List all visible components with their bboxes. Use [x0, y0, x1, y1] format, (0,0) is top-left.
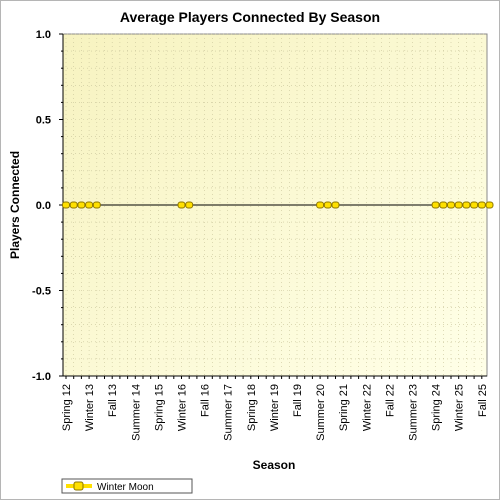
x-tick-label: Spring 21: [338, 384, 350, 431]
data-point: [439, 201, 448, 209]
data-point: [92, 201, 101, 209]
data-point: [462, 201, 471, 209]
x-tick-label: Spring 24: [431, 384, 443, 431]
data-point: [447, 201, 455, 209]
y-tick-label: -1.0: [32, 371, 51, 383]
data-point: [431, 201, 440, 209]
x-tick-label: Winter 22: [361, 384, 373, 431]
data-point: [77, 201, 86, 209]
x-tick-label: Summer 20: [315, 384, 327, 441]
x-tick-label: Fall 22: [384, 384, 396, 417]
x-tick-label: Winter 16: [177, 384, 189, 431]
x-axis-title: Season: [253, 458, 296, 472]
x-tick-label: Winter 13: [84, 384, 96, 431]
series-layer: [62, 201, 494, 209]
x-tick-label: Fall 25: [477, 384, 489, 417]
data-point: [69, 201, 78, 209]
x-tick-labels: Spring 12 Winter 13 Fall 13 Summer 14 Spring…: [61, 384, 489, 441]
x-tick-label: Fall 16: [200, 384, 212, 417]
x-tick-label: Spring 15: [153, 384, 165, 431]
data-point: [177, 201, 186, 209]
x-tick-label: Fall 13: [107, 384, 119, 417]
data-point: [316, 201, 325, 209]
x-tick-label: Summer 17: [223, 384, 235, 441]
y-tick-label: 1.0: [36, 29, 51, 41]
data-point: [62, 201, 70, 209]
x-tick-label: Summer 23: [408, 384, 420, 441]
legend-label-winter-moon: Winter Moon: [97, 482, 154, 493]
x-tick-label: Spring 18: [246, 384, 258, 431]
data-point: [85, 201, 94, 209]
y-tick-labels: 1.0 0.5 0.0 -0.5 -1.0: [32, 29, 51, 383]
data-point: [454, 201, 463, 209]
x-tick-label: Winter 19: [269, 384, 281, 431]
data-point: [485, 201, 494, 209]
legend-marker: [73, 481, 84, 491]
x-tick-label: Spring 12: [61, 384, 73, 431]
data-point: [185, 201, 194, 209]
x-tick-label: Summer 14: [130, 384, 142, 441]
data-point: [331, 201, 340, 209]
chart-title: Average Players Connected By Season: [120, 9, 380, 25]
data-point: [477, 201, 486, 209]
y-tick-label: -0.5: [32, 286, 51, 298]
x-tick-label: Winter 25: [454, 384, 466, 431]
legend-box: [61, 478, 193, 494]
y-tick-label: 0.5: [36, 115, 51, 127]
grid: [63, 33, 487, 377]
legend: Winter Moon: [61, 478, 193, 494]
x-tick-label: Fall 19: [292, 384, 304, 417]
data-point: [470, 201, 479, 209]
y-axis-title: Players Connected: [8, 151, 22, 259]
y-tick-label: 0.0: [36, 200, 51, 212]
data-point: [323, 201, 332, 209]
